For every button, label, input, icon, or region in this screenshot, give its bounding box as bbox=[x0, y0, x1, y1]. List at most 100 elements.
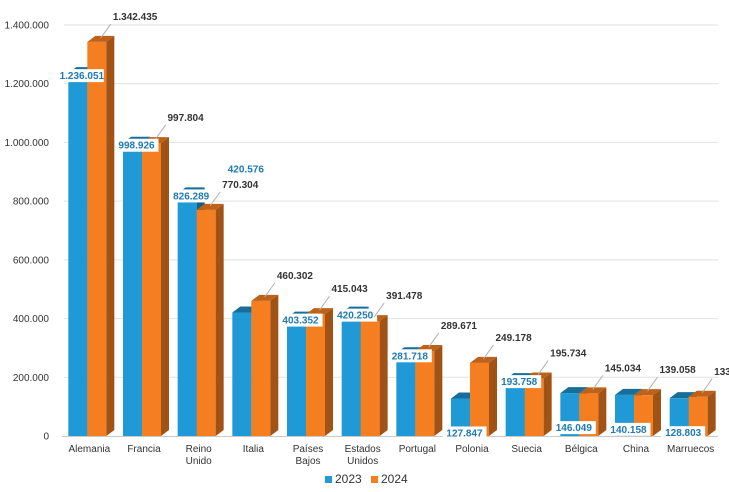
data-label-text: 193.758 bbox=[501, 377, 538, 388]
leader-line bbox=[155, 124, 166, 140]
leader-line bbox=[209, 191, 221, 207]
y-tick-label: 600.000 bbox=[13, 255, 50, 266]
data-label-bg bbox=[497, 375, 542, 389]
x-tick-label-line: China bbox=[623, 444, 650, 455]
x-tick-label-line: Bélgica bbox=[565, 444, 598, 455]
y-tick-label: 1.200.000 bbox=[5, 79, 50, 90]
data-label-bg bbox=[606, 422, 651, 436]
bar-side bbox=[106, 35, 115, 436]
bar bbox=[142, 137, 169, 437]
y-tick-label: 200.000 bbox=[13, 373, 50, 384]
leader-line bbox=[537, 360, 549, 375]
x-tick-label-line: Estados bbox=[345, 444, 381, 455]
data-label-2023: 420.250 bbox=[333, 308, 378, 322]
bar-side bbox=[707, 390, 716, 436]
data-label-2023: 1.236.051 bbox=[60, 69, 105, 83]
data-label-text: 420.250 bbox=[337, 311, 374, 322]
data-label-2023: 420.576 bbox=[223, 162, 268, 176]
data-label-text: 826.289 bbox=[173, 191, 210, 202]
data-label-2024: 1.342.435 bbox=[113, 12, 158, 23]
data-label-2023: 826.289 bbox=[169, 189, 214, 203]
leader-line bbox=[264, 282, 276, 298]
bar-front bbox=[251, 300, 271, 436]
bar-front bbox=[470, 362, 489, 436]
bar-front bbox=[287, 317, 306, 436]
bar-front bbox=[196, 209, 216, 436]
bar-front bbox=[177, 193, 197, 436]
legend-swatch bbox=[325, 476, 332, 483]
data-label-2024: 145.034 bbox=[605, 363, 642, 374]
data-label-bg bbox=[551, 421, 596, 435]
bar-top bbox=[688, 390, 716, 397]
x-tick-label: Italia bbox=[243, 444, 265, 455]
x-tick-label: Reino Unido bbox=[186, 444, 213, 467]
data-label-text: 281.718 bbox=[392, 351, 429, 362]
bar-side bbox=[489, 356, 497, 436]
data-label-text: 420.576 bbox=[228, 165, 265, 176]
bar bbox=[306, 308, 333, 436]
x-tick-label-line: Portugal bbox=[399, 444, 436, 455]
data-label-text: 998.926 bbox=[118, 141, 155, 152]
x-tick-label: Polonia bbox=[455, 444, 489, 455]
bar-side bbox=[543, 372, 552, 436]
data-label-text: 403.352 bbox=[282, 316, 319, 327]
bars bbox=[68, 35, 716, 437]
data-label-2024: 133.677 bbox=[714, 367, 729, 378]
y-tick-label: 400.000 bbox=[13, 314, 50, 325]
leader-line bbox=[319, 295, 330, 311]
x-tick-label-line: Suecia bbox=[511, 444, 542, 455]
data-label-2024: 195.734 bbox=[550, 349, 587, 360]
leader-line bbox=[647, 376, 658, 392]
y-tick-label: 1.400.000 bbox=[5, 21, 50, 32]
y-axis: 0 200.000 400.000 600.000 800.000 1.000.000 1.… bbox=[5, 21, 718, 443]
bar-top bbox=[579, 387, 607, 394]
data-label-2023: 128.803 bbox=[661, 426, 706, 440]
data-label-2023: 146.049 bbox=[551, 421, 596, 435]
legend-swatch bbox=[371, 476, 378, 483]
bar bbox=[251, 294, 279, 436]
bar-front bbox=[505, 379, 525, 436]
legend-item: 2024 bbox=[371, 472, 408, 486]
bar-side bbox=[653, 389, 661, 436]
data-label-2023: 140.158 bbox=[606, 422, 651, 436]
bar-front bbox=[360, 321, 380, 436]
x-tick-label-line: Francia bbox=[127, 444, 161, 455]
legend-item: 2023 bbox=[325, 472, 362, 486]
bar-side bbox=[434, 344, 443, 436]
x-tick-label: Marruecos bbox=[667, 444, 714, 455]
data-label-2023: 403.352 bbox=[278, 313, 323, 327]
data-label-bg bbox=[278, 313, 323, 327]
bar bbox=[524, 372, 552, 436]
leader-line bbox=[483, 344, 494, 360]
x-tick-label: Suecia bbox=[511, 444, 542, 455]
x-tick-label: Bélgica bbox=[565, 444, 598, 455]
data-label-text: 146.049 bbox=[556, 423, 593, 434]
legend-label: 2024 bbox=[381, 472, 408, 486]
leader-line bbox=[100, 23, 112, 39]
x-tick-label-line: Marruecos bbox=[667, 444, 714, 455]
data-label-2024: 770.304 bbox=[222, 180, 259, 191]
bar bbox=[196, 203, 224, 436]
legend-label: 2023 bbox=[335, 472, 362, 486]
data-label-2024: 391.478 bbox=[386, 291, 423, 302]
data-label-bg bbox=[114, 138, 159, 152]
bar-front bbox=[87, 41, 107, 436]
data-label-text: 127.847 bbox=[446, 428, 483, 439]
bar-front bbox=[415, 350, 435, 436]
y-tick-label: 1.000.000 bbox=[5, 138, 50, 149]
bar-side bbox=[325, 308, 333, 436]
bar-front bbox=[232, 312, 252, 436]
y-tick-label: 0 bbox=[43, 432, 49, 443]
x-axis: Alemania Francia Reino Unido Italia Países Baj… bbox=[68, 444, 714, 467]
data-label-2024: 139.058 bbox=[660, 365, 697, 376]
bar-front bbox=[396, 353, 416, 436]
x-tick-label: Alemania bbox=[68, 444, 110, 455]
data-label-2024: 249.178 bbox=[496, 333, 533, 344]
bar-front bbox=[142, 143, 161, 437]
bar-top bbox=[615, 388, 642, 395]
bar-side bbox=[379, 315, 388, 436]
data-label-bg bbox=[333, 308, 378, 322]
x-tick-label-line: Polonia bbox=[455, 444, 489, 455]
bar bbox=[87, 35, 115, 436]
